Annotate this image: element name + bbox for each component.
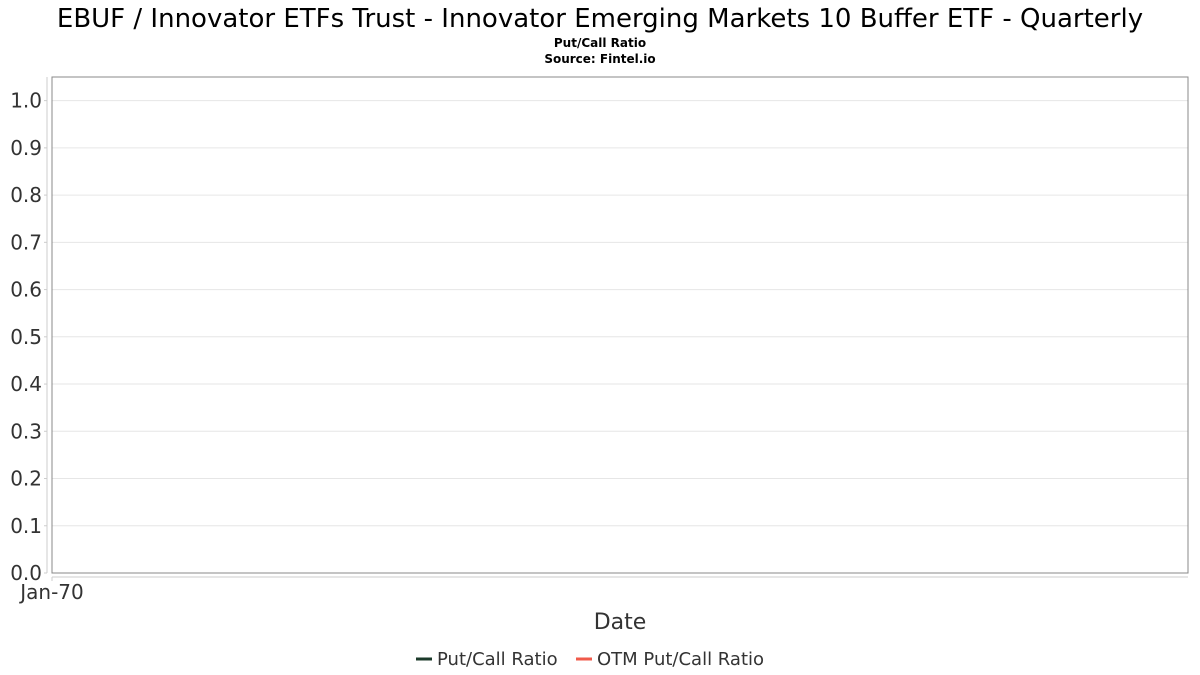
chart-subtitle: Put/Call Ratio — [554, 36, 646, 50]
y-tick-label: 0.0 — [10, 561, 42, 585]
chart-title: EBUF / Innovator ETFs Trust - Innovator … — [57, 4, 1143, 34]
y-tick-label: 0.9 — [10, 136, 42, 160]
y-tick-label: 0.2 — [10, 467, 42, 491]
x-axis-ticks: Jan-70 — [18, 577, 84, 604]
y-tick-label: 0.4 — [10, 372, 42, 396]
y-tick-label: 0.5 — [10, 325, 42, 349]
y-tick-label: 0.3 — [10, 419, 42, 443]
plot-area — [51, 76, 1189, 574]
x-tick-label: Jan-70 — [18, 580, 84, 604]
y-tick-label: 0.1 — [10, 514, 42, 538]
legend-label-put-call: Put/Call Ratio — [437, 649, 558, 670]
x-axis-title: Date — [594, 610, 647, 635]
y-tick-label: 0.8 — [10, 183, 42, 207]
legend: Put/Call Ratio OTM Put/Call Ratio — [416, 649, 764, 670]
y-tick-label: 1.0 — [10, 89, 42, 113]
y-tick-label: 0.6 — [10, 278, 42, 302]
legend-label-otm-put-call: OTM Put/Call Ratio — [597, 649, 764, 670]
gridlines — [52, 100, 1188, 574]
y-tick-label: 0.7 — [10, 230, 42, 254]
chart-source: Source: Fintel.io — [544, 52, 655, 66]
y-axis-ticks: 0.0 0.1 0.2 0.3 0.4 0.5 0.6 0.7 0.8 0.9 1.0 — [10, 89, 47, 585]
